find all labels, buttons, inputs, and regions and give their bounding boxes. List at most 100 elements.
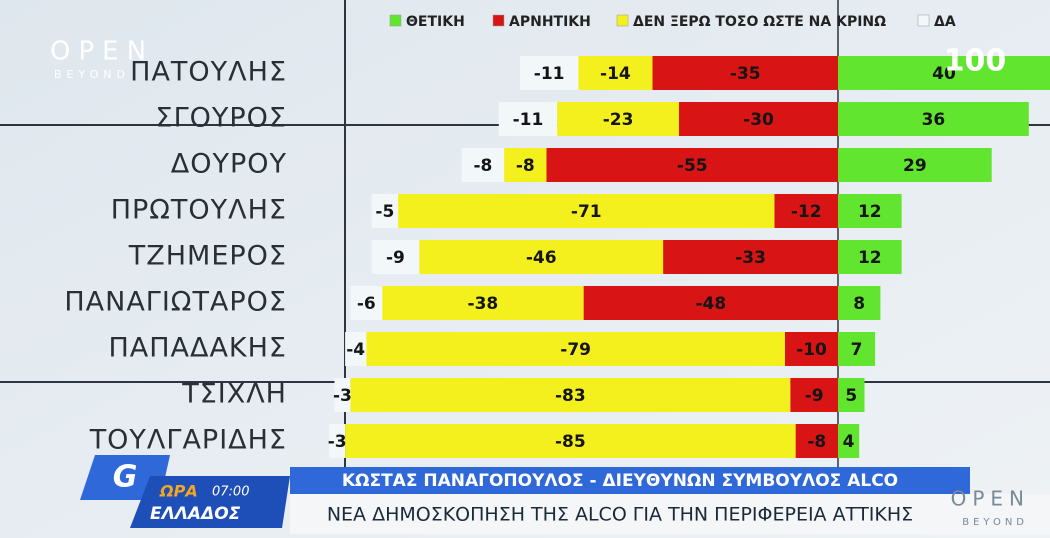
value-label: -79 [560,340,591,360]
legend-label: ΔΑ [934,14,956,30]
speaker: ΚΩΣΤΑΣ ΠΑΝΑΓΟΠΟΥΛΟΣ - ΔΙΕΥΘΥΝΩΝ ΣΥΜΒΟΥΛΟ… [342,471,898,491]
legend-label: ΔΕΝ ΞΕΡΩ ΤΟΣΟ ΩΣΤΕ ΝΑ ΚΡΙΝΩ [633,14,886,30]
bar [350,286,383,320]
bar [578,56,653,90]
bar [366,332,785,366]
bar [419,240,664,274]
badge: 100 [944,44,1007,79]
bar [345,424,796,458]
value-label: 4 [843,432,855,452]
show-name-2: ΕΛΛΑΔΟΣ [150,504,241,524]
value-label: -8 [516,156,535,176]
headline-banner [290,494,1050,534]
bar [795,424,838,458]
category-label: ΠΑΝΑΓΙΩΤΑΡΟΣ [64,287,287,318]
bar [557,102,679,136]
value-label: -8 [473,156,492,176]
speaker-banner [290,467,970,494]
bar [838,424,860,458]
value-label: -11 [534,64,565,84]
value-label: -71 [571,202,602,222]
bar [838,194,902,228]
bar [504,148,547,182]
value-label: 29 [903,156,927,176]
value-label: -11 [513,110,544,130]
bar [334,378,351,412]
legend-label: ΑΡΝΗΤΙΚΗ [509,14,591,30]
show-logo-letter: G [113,460,138,495]
bar [838,378,865,412]
value-label: -38 [468,294,499,314]
value-label: -83 [555,386,586,406]
show-name-box [130,476,290,528]
plot: ΘΕΤΙΚΗ ΑΡΝΗΤΙΚΗ ΔΕΝ ΞΕΡΩ ΤΟΣΟ ΩΣΤΕ ΝΑ ΚΡΙΝ… [64,14,1050,458]
value-label: -9 [386,248,405,268]
bar [371,194,399,228]
category-label: ΔΟΥΡΟΥ [171,149,287,180]
bar [838,332,876,366]
channel-sub-small: BEYOND [962,517,1028,528]
bar [350,378,791,412]
category-label: ΠΑΤΟΥΛΗΣ [130,57,287,88]
legend-swatch [389,14,402,27]
value-label: -10 [796,340,827,360]
value-label: -55 [677,156,708,176]
value-label: -4 [346,340,365,360]
legend-swatch [492,14,505,27]
show-time: 07:00 [212,485,249,500]
bar [520,56,579,90]
legend-label: ΘΕΤΙΚΗ [406,14,465,30]
legend-swatch [616,14,629,27]
value-label: -12 [791,202,822,222]
value-label: -6 [357,294,376,314]
value-label: -33 [735,248,766,268]
bar [838,286,881,320]
bar [498,102,558,136]
bar [546,148,838,182]
value-label: 12 [858,202,882,222]
value-label: -9 [805,386,824,406]
bar [371,240,420,274]
bar [838,240,902,274]
bar [838,148,992,182]
bar [679,102,838,136]
bar [663,240,838,274]
bar [398,194,775,228]
value-label: -3 [328,432,347,452]
value-label: -14 [600,64,631,84]
value-label: -35 [730,64,761,84]
value-label: 7 [851,340,863,360]
bar [838,102,1029,136]
bar [790,378,838,412]
legend-swatch [917,14,930,27]
category-label: ΤΖΗΜΕΡΟΣ [128,241,287,272]
value-label: -85 [555,432,586,452]
category-label: ΣΓΟΥΡΟΣ [156,103,287,134]
channel-sub: BEYOND [54,68,130,81]
category-label: ΤΣΙΧΛΗ [181,379,287,410]
value-label: -30 [743,110,774,130]
bar [329,424,346,458]
bar [583,286,838,320]
value-label: -5 [375,202,394,222]
bar [774,194,838,228]
channel-logo-small: OPEN [951,487,1030,511]
bar [652,56,838,90]
value-label: 5 [845,386,857,406]
bar [838,56,1050,90]
value-label: -3 [333,386,352,406]
value-label: -8 [807,432,826,452]
headline: ΝΕΑ ΔΗΜΟΣΚΟΠΗΣΗ ΤΗΣ ALCO ΓΙΑ ΤΗΝ ΠΕΡΙΦΕΡ… [327,504,913,526]
category-label: ΠΡΩΤΟΥΛΗΣ [111,195,287,226]
value-label: 12 [858,248,882,268]
bar [382,286,584,320]
category-label: ΤΟΥΛΓΑΡΙΔΗΣ [89,425,287,456]
show-name-1: ΩΡΑ [159,482,198,501]
value-label: 36 [922,110,946,130]
value-label: 40 [932,64,956,84]
channel-logo: OPEN [50,37,154,67]
bar [345,332,367,366]
value-label: 8 [853,294,865,314]
value-label: -23 [603,110,634,130]
